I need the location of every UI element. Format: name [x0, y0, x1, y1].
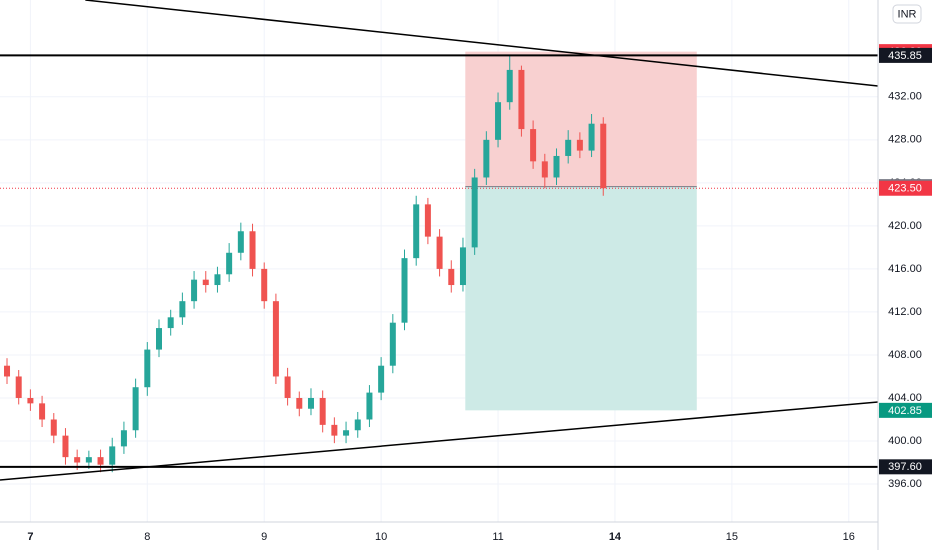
- y-tick-label: 420.00: [888, 220, 922, 232]
- y-tick-label: 404.00: [888, 392, 922, 404]
- candle-body: [576, 139, 583, 151]
- price-badge-label: 397.60: [888, 461, 922, 473]
- x-tick-label: 10: [375, 531, 387, 543]
- candle-body: [588, 123, 595, 151]
- candle-body: [541, 161, 548, 178]
- position-stop-zone: [465, 51, 697, 187]
- candle-body: [296, 397, 303, 409]
- candle-body: [319, 397, 326, 425]
- price-badge-label: 423.50: [888, 183, 922, 195]
- x-tick-label: 16: [843, 531, 855, 543]
- candle-body: [553, 155, 560, 178]
- price-badge: [879, 47, 932, 63]
- candle-body: [132, 387, 139, 431]
- candle-body: [272, 301, 279, 377]
- price-badge-label: 402.85: [888, 405, 922, 417]
- x-tick-label: 14: [609, 531, 622, 543]
- candle-body: [39, 403, 46, 420]
- candle-body: [237, 231, 244, 253]
- y-tick-label: 412.00: [888, 306, 922, 318]
- candle-body: [471, 177, 478, 248]
- position-target-zone: [465, 186, 697, 411]
- candle-body: [97, 457, 104, 465]
- candle-body: [401, 258, 408, 323]
- y-tick-label: 428.00: [888, 134, 922, 146]
- x-tick-label: 11: [492, 531, 503, 543]
- candle-body: [15, 376, 22, 398]
- candle-body: [85, 457, 92, 463]
- candle-body: [249, 231, 256, 269]
- candle-body: [226, 252, 233, 275]
- x-tick-label: 7: [27, 531, 33, 543]
- candle-body: [343, 430, 350, 436]
- y-tick-label: 400.00: [888, 435, 922, 447]
- candle-body: [424, 204, 431, 237]
- candle-body: [261, 268, 268, 302]
- candle-body: [378, 365, 385, 393]
- candle-body: [459, 247, 466, 286]
- candle-body: [284, 376, 291, 398]
- y-tick-label: 396.00: [888, 478, 922, 490]
- candle-body: [307, 397, 314, 409]
- candle-body: [109, 446, 116, 465]
- candle-body: [600, 123, 607, 189]
- candle-body: [354, 419, 361, 431]
- currency-badge[interactable]: [892, 4, 922, 24]
- candle-body: [62, 435, 69, 458]
- candle-body: [4, 365, 11, 377]
- candle-body: [191, 279, 198, 302]
- candle-body: [74, 457, 81, 463]
- x-tick-label: 15: [726, 531, 738, 543]
- candle-body: [530, 129, 537, 162]
- candle-body: [202, 279, 209, 286]
- candle-body: [518, 69, 525, 130]
- candle-body: [436, 236, 443, 269]
- candle-body: [565, 139, 572, 156]
- candle-body: [413, 204, 420, 259]
- candle-body: [214, 274, 221, 286]
- x-tick-label: 8: [144, 531, 150, 543]
- candle-body: [155, 328, 162, 350]
- candle-body: [389, 322, 396, 366]
- candle-body: [167, 317, 174, 329]
- candle-body: [483, 139, 490, 178]
- price-badge: [879, 402, 932, 418]
- candle-body: [120, 430, 127, 447]
- y-tick-label: 408.00: [888, 349, 922, 361]
- candle-body: [27, 397, 34, 404]
- candle-body: [179, 301, 186, 318]
- price-badge: [879, 180, 932, 196]
- candle-body: [144, 349, 151, 388]
- x-tick-label: 9: [261, 531, 267, 543]
- plot-area: [0, 0, 878, 522]
- candle-body: [331, 424, 338, 436]
- candle-body: [448, 268, 455, 286]
- candle-body: [366, 392, 373, 420]
- candle-body: [495, 102, 502, 140]
- candle-body: [50, 419, 57, 436]
- price-badge: [879, 459, 932, 475]
- candle-body: [506, 69, 513, 103]
- currency: INR: [898, 8, 917, 20]
- trendline: [85, 0, 878, 87]
- trendline: [0, 401, 878, 481]
- y-tick-label: 416.00: [888, 263, 922, 275]
- y-tick-label: 432.00: [888, 91, 922, 103]
- price-badge-label: 435.85: [888, 50, 922, 62]
